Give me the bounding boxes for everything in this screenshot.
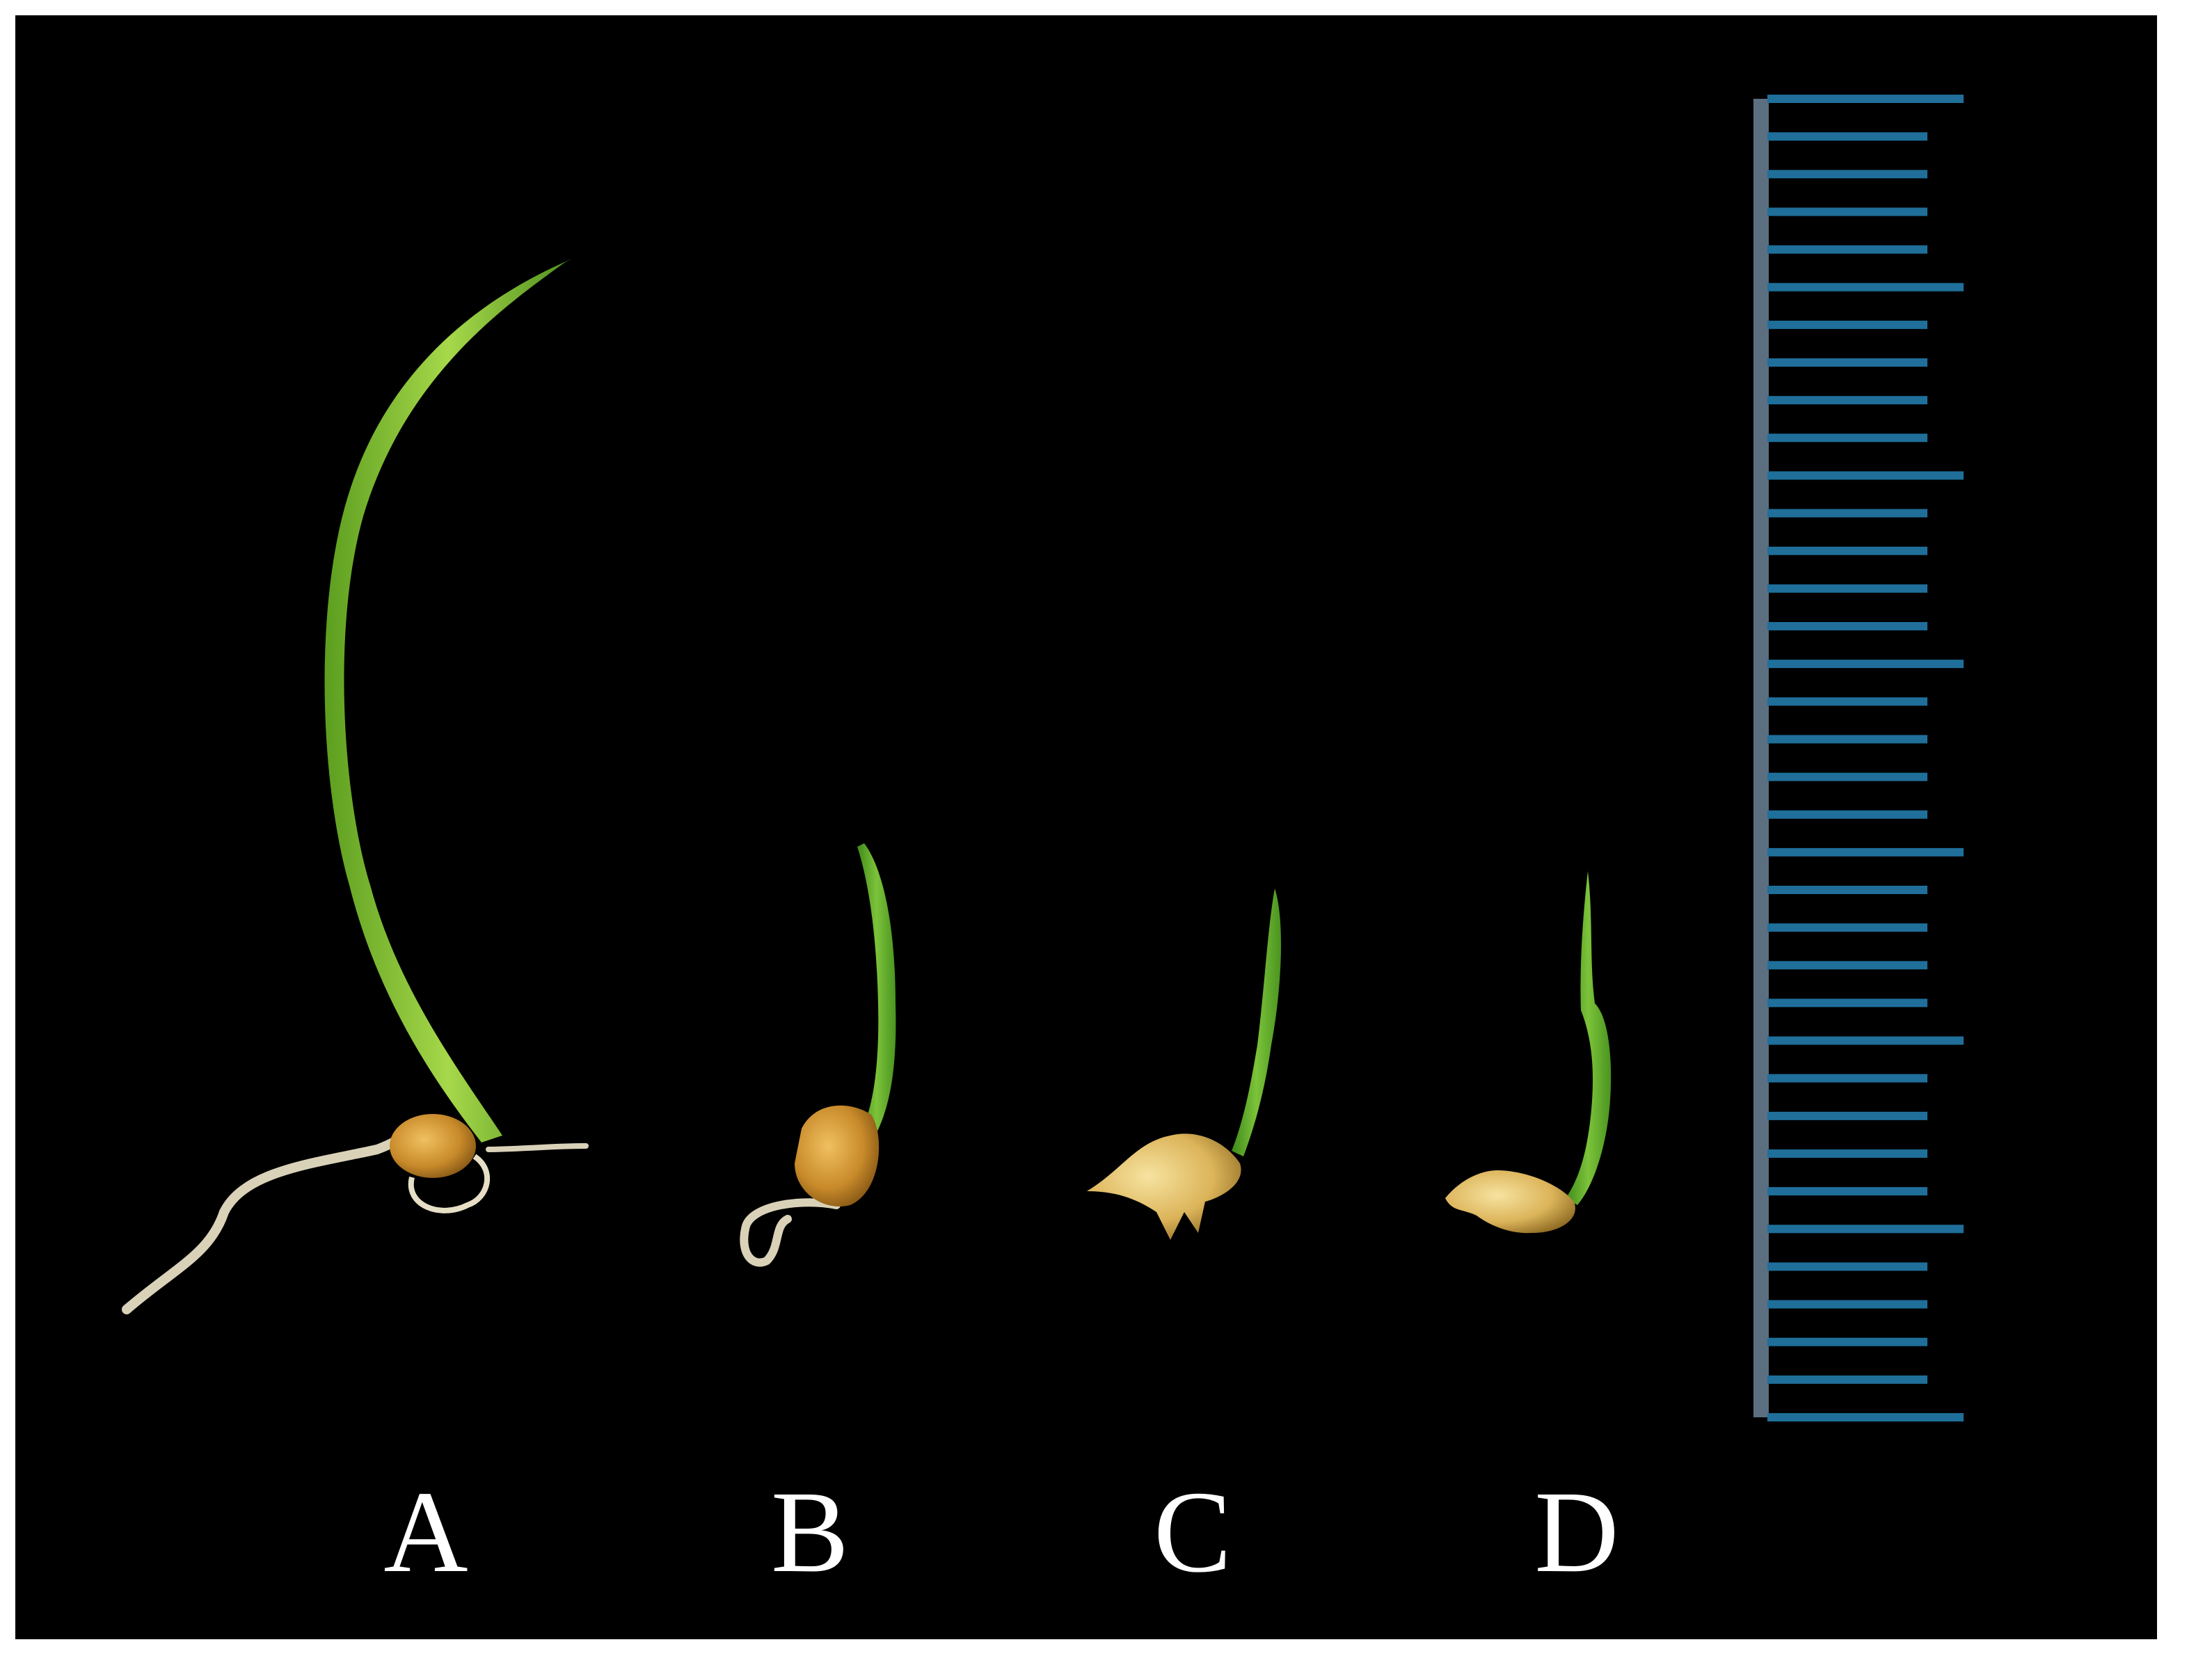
seedling-a-root-2 [486,1143,589,1152]
ruler-minor-tick [1767,1262,1927,1271]
ruler-minor-tick [1767,320,1927,329]
seedling-b [740,843,896,1267]
seedling-a-seed [390,1114,476,1178]
ruler-minor-tick [1767,622,1927,630]
seedling-b-root [740,1198,841,1267]
ruler-minor-tick [1767,1375,1927,1384]
ruler-major-tick [1767,1036,1964,1045]
seedling-c-leaf [1232,889,1282,1156]
ruler-minor-tick [1767,923,1927,932]
ruler-minor-tick [1767,509,1927,518]
ruler-major-tick [1767,660,1964,669]
ruler-minor-tick [1767,433,1927,443]
ruler-minor-tick [1767,735,1927,744]
seedling-d-seed [1445,1170,1575,1234]
ruler-minor-tick [1767,1074,1927,1083]
ruler-major-tick [1767,95,1964,103]
ruler-minor-tick [1767,1149,1927,1158]
ruler-minor-tick [1767,207,1927,216]
ruler-minor-tick [1767,245,1927,254]
ruler-minor-tick [1767,358,1927,367]
ruler-major-tick [1767,1225,1964,1234]
ruler-minor-tick [1767,772,1927,781]
ruler-minor-tick [1767,546,1927,555]
label-d: D [1534,1467,1619,1597]
ruler-minor-tick [1767,697,1927,706]
ruler-minor-tick [1767,1337,1927,1346]
label-b: B [770,1467,850,1597]
ruler-scale [1753,95,1964,1421]
seedling-b-leaf [857,843,896,1142]
ruler-minor-tick [1767,170,1927,179]
seedling-d-leaf [1566,871,1612,1205]
seedling-a [122,259,589,1314]
ruler-minor-tick [1767,132,1927,141]
ruler-minor-tick [1767,396,1927,405]
seedling-a-root-3 [408,1154,490,1213]
seedlings-illustration [122,95,1964,1421]
ruler-major-tick [1767,282,1964,292]
ruler-minor-tick [1767,810,1927,819]
label-a: A [383,1467,468,1597]
seedling-a-root [122,1117,424,1314]
ruler-minor-tick [1767,1187,1927,1196]
seedling-c-seed [1087,1133,1241,1240]
ruler-minor-tick [1767,584,1927,593]
ruler-major-tick [1767,847,1964,857]
label-c: C [1153,1467,1232,1597]
ruler-minor-tick [1767,1300,1927,1309]
seedling-c [1087,889,1282,1240]
seedling-photo: A B C D [15,15,2157,1639]
ruler-minor-tick [1767,886,1927,894]
ruler-minor-tick [1767,998,1927,1007]
ruler-minor-tick [1767,961,1927,970]
ruler-spine [1753,99,1769,1417]
ruler-major-tick [1767,471,1964,480]
ruler-major-tick [1767,1413,1964,1421]
seedling-d [1445,871,1612,1234]
seedling-b-seed [795,1105,880,1206]
ruler-minor-tick [1767,1111,1927,1120]
seedling-a-leaf [324,259,572,1142]
